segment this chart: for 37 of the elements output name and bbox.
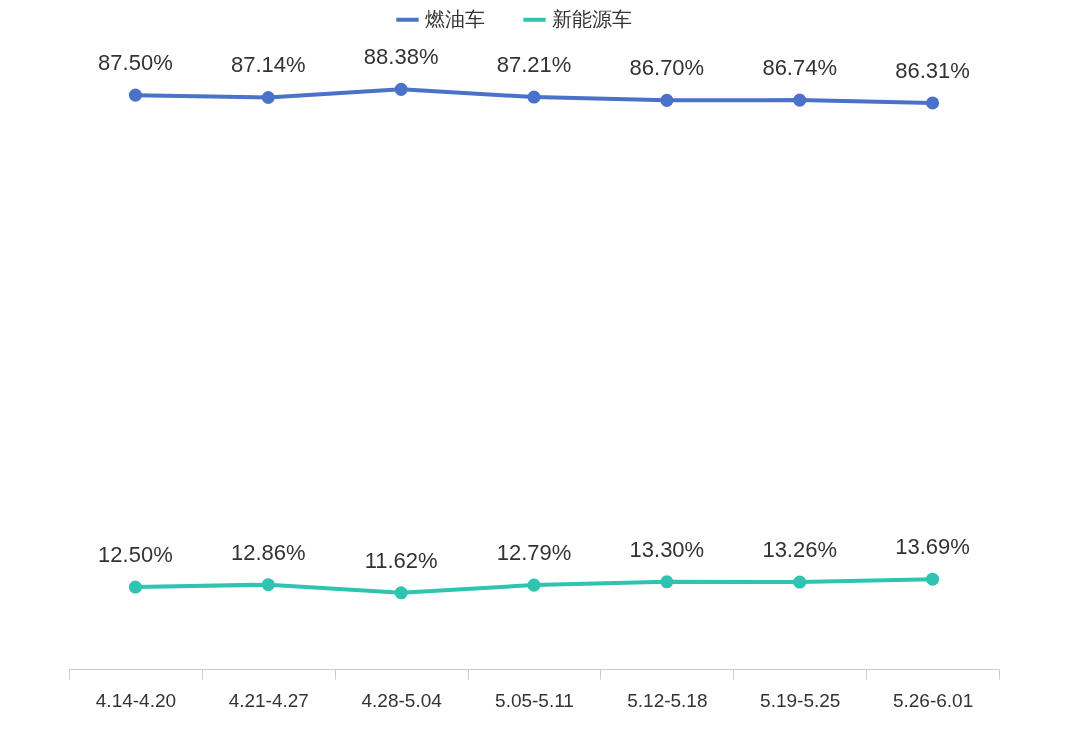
data-label: 11.62% [364, 547, 438, 573]
point [660, 93, 674, 107]
data-label: 87.21% [496, 52, 572, 78]
data-label: 13.30% [629, 536, 705, 562]
x-tick-label: 4.21-4.27 [228, 689, 309, 711]
x-tick-label: 5.26-6.01 [892, 689, 974, 711]
x-tick-label: 5.12-5.18 [627, 689, 708, 711]
point [261, 578, 275, 592]
point [660, 575, 674, 589]
point [527, 578, 541, 592]
data-label: 12.79% [496, 540, 572, 566]
legend-label: 新能源车 [552, 7, 632, 30]
point [793, 93, 807, 107]
point [128, 88, 142, 102]
data-label: 88.38% [363, 44, 439, 70]
point [394, 586, 408, 600]
data-label: 86.74% [762, 55, 838, 81]
point [527, 90, 541, 104]
point [261, 90, 275, 104]
data-label: 13.69% [895, 534, 970, 560]
data-label: 87.50% [98, 50, 173, 76]
x-tick-label: 4.28-5.04 [361, 689, 443, 711]
legend-label: 燃油车 [425, 7, 485, 30]
data-label: 13.26% [762, 537, 838, 563]
data-label: 86.70% [629, 55, 705, 81]
data-label: 12.50% [98, 542, 173, 568]
data-label: 87.14% [230, 52, 306, 78]
data-label: 12.86% [230, 539, 306, 565]
x-tick-label: 5.19-5.25 [760, 689, 841, 711]
point [793, 575, 807, 589]
point [926, 96, 940, 110]
point [128, 580, 142, 594]
point [394, 82, 408, 96]
x-tick-label: 5.05-5.11 [495, 689, 574, 711]
point [926, 572, 940, 586]
x-tick-label: 4.14-4.20 [95, 689, 177, 711]
data-label: 86.31% [895, 57, 970, 83]
